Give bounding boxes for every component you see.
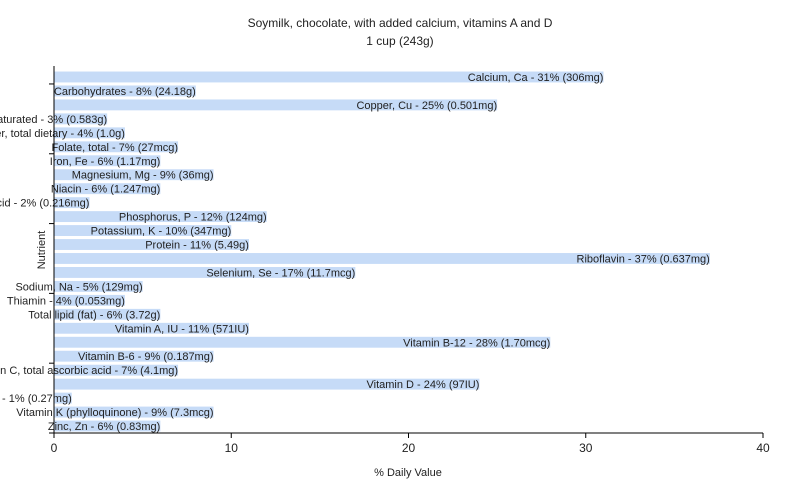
bar-label: Vitamin B-12 - 28% (1.70mcg) xyxy=(403,337,550,349)
bar-label: Folate, total - 7% (27mcg) xyxy=(52,142,179,154)
bar-label: Niacin - 6% (1.247mg) xyxy=(51,184,160,196)
bar-label: Vitamin B-6 - 9% (0.187mg) xyxy=(78,351,214,363)
bar-label: Pantothenic acid - 2% (0.216mg) xyxy=(0,198,89,210)
bar xyxy=(54,197,90,209)
bar xyxy=(54,113,108,125)
bar xyxy=(54,378,480,390)
bar-label: Magnesium, Mg - 9% (36mg) xyxy=(72,170,214,182)
bar-label: Calcium, Ca - 31% (306mg) xyxy=(468,72,604,84)
y-axis-title: Nutrient xyxy=(36,231,48,270)
bar xyxy=(54,169,214,181)
x-tick-label: 0 xyxy=(51,441,58,455)
bar xyxy=(54,141,179,153)
bar-label: Protein - 11% (5.49g) xyxy=(145,240,249,252)
bar-label: Iron, Fe - 6% (1.17mg) xyxy=(50,156,161,168)
bar-label: Copper, Cu - 25% (0.501mg) xyxy=(356,100,497,112)
bar-label: Vitamin K (phylloquinone) - 9% (7.3mcg) xyxy=(16,407,213,419)
bar-label: Thiamin - 4% (0.053mg) xyxy=(7,295,125,307)
bar xyxy=(54,211,267,223)
bar-label: Riboflavin - 37% (0.637mg) xyxy=(577,253,710,265)
bar-label: Zinc, Zn - 6% (0.83mg) xyxy=(48,421,160,433)
bar xyxy=(54,155,161,167)
x-tick-label: 20 xyxy=(402,441,416,455)
bar xyxy=(54,336,551,348)
bar-label: Vitamin A, IU - 11% (571IU) xyxy=(115,323,249,335)
chart-subtitle: 1 cup (243g) xyxy=(366,34,433,48)
axes-group: 0 10 20 30 40 xyxy=(49,66,770,455)
bar-label: Carbohydrates - 8% (24.18g) xyxy=(54,86,196,98)
bar xyxy=(54,127,125,139)
bar-label: Vitamin E (alpha-tocopherol) - 1% (0.27m… xyxy=(0,393,72,405)
bar xyxy=(54,308,161,320)
bar xyxy=(54,183,161,195)
bar-label: Potassium, K - 10% (347mg) xyxy=(91,226,232,238)
bar-label: Fiber, total dietary - 4% (1.0g) xyxy=(0,128,125,140)
bar-label: Sodium, Na - 5% (129mg) xyxy=(15,281,142,293)
bar xyxy=(54,99,498,111)
x-tick-label: 30 xyxy=(579,441,593,455)
bar xyxy=(54,280,143,292)
bar-label: Selenium, Se - 17% (11.7mcg) xyxy=(206,267,355,279)
bar-label: Total lipid (fat) - 6% (3.72g) xyxy=(28,309,160,321)
x-tick-label: 40 xyxy=(756,441,770,455)
bar-label: Vitamin C, total ascorbic acid - 7% (4.1… xyxy=(0,365,178,377)
bar-label: Phosphorus, P - 12% (124mg) xyxy=(119,212,267,224)
bar xyxy=(54,392,72,404)
bar xyxy=(54,253,710,264)
x-tick-label: 10 xyxy=(225,441,239,455)
bar xyxy=(54,322,249,334)
chart-title: Soymilk, chocolate, with added calcium, … xyxy=(248,16,553,30)
bar xyxy=(54,420,161,432)
bar xyxy=(54,294,125,306)
bar xyxy=(54,239,249,250)
bar xyxy=(54,85,196,97)
bar xyxy=(54,225,232,236)
bar xyxy=(54,267,356,278)
x-axis-title: % Daily Value xyxy=(374,467,442,479)
bar xyxy=(54,364,179,376)
bar xyxy=(54,71,604,83)
bars-group xyxy=(54,71,710,432)
bar xyxy=(54,350,214,362)
bar-label: Vitamin D - 24% (97IU) xyxy=(367,379,480,391)
bar xyxy=(54,406,214,418)
